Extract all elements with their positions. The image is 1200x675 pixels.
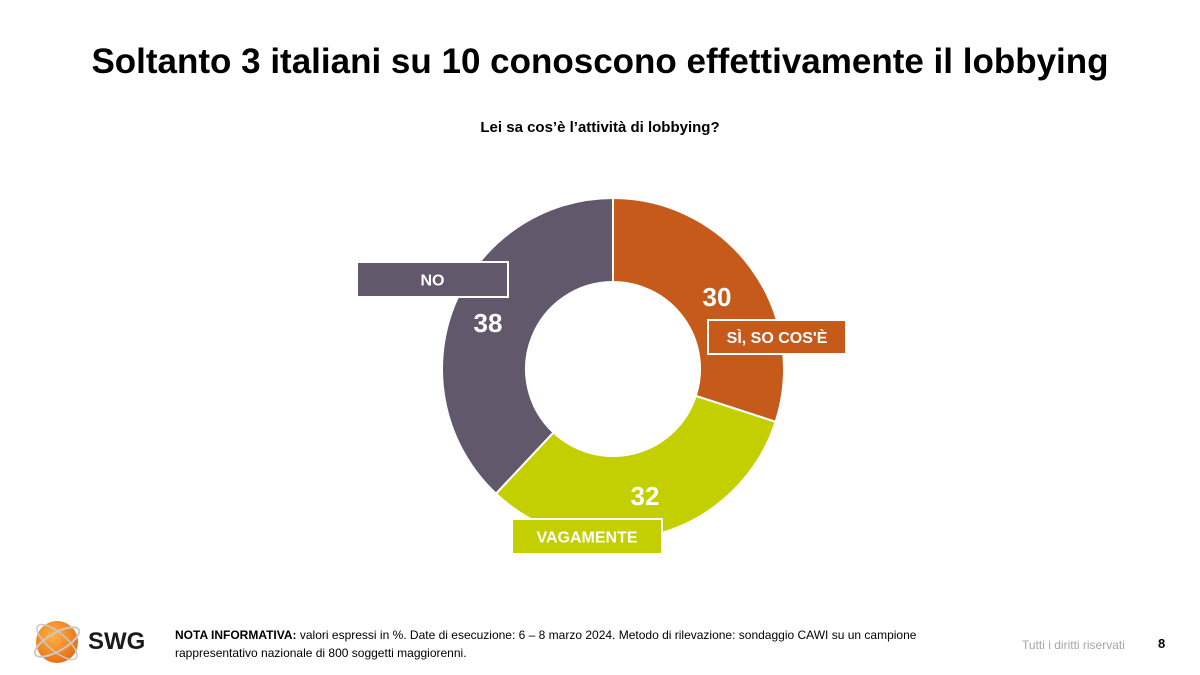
slice-si-so-cos-e	[612, 196, 785, 424]
page-title: Soltanto 3 italiani su 10 conoscono effe…	[91, 42, 1109, 81]
slice-vagamente	[494, 394, 777, 542]
value-label-si-so-cos-e: 30	[703, 282, 732, 312]
value-label-vagamente: 32	[631, 481, 660, 511]
page-number: 8	[1158, 636, 1166, 651]
chart-subtitle: Lei sa cos’è l’attività di lobbying?	[480, 119, 720, 136]
category-box-vagamente	[511, 518, 663, 555]
category-box-no	[356, 261, 509, 298]
logo-text: SWG	[88, 628, 146, 655]
note-text: valori espressi in %. Date di esecuzione…	[175, 628, 917, 660]
category-label-no: NO	[421, 273, 445, 290]
swg-globe-icon	[30, 615, 84, 674]
note-label: NOTA INFORMATIVA:	[175, 628, 297, 642]
category-label-vagamente: VAGAMENTE	[536, 530, 637, 547]
category-box-si-so-cos-e	[707, 319, 847, 355]
footer-note: NOTA INFORMATIVA: valori espressi in %. …	[175, 626, 955, 662]
slice-no	[440, 196, 614, 496]
category-label-si-so-cos-e: SÌ, SO COS'È	[727, 328, 828, 347]
value-label-no: 38	[474, 308, 503, 338]
rights-text: Tutti i diritti riservati	[1022, 638, 1125, 652]
